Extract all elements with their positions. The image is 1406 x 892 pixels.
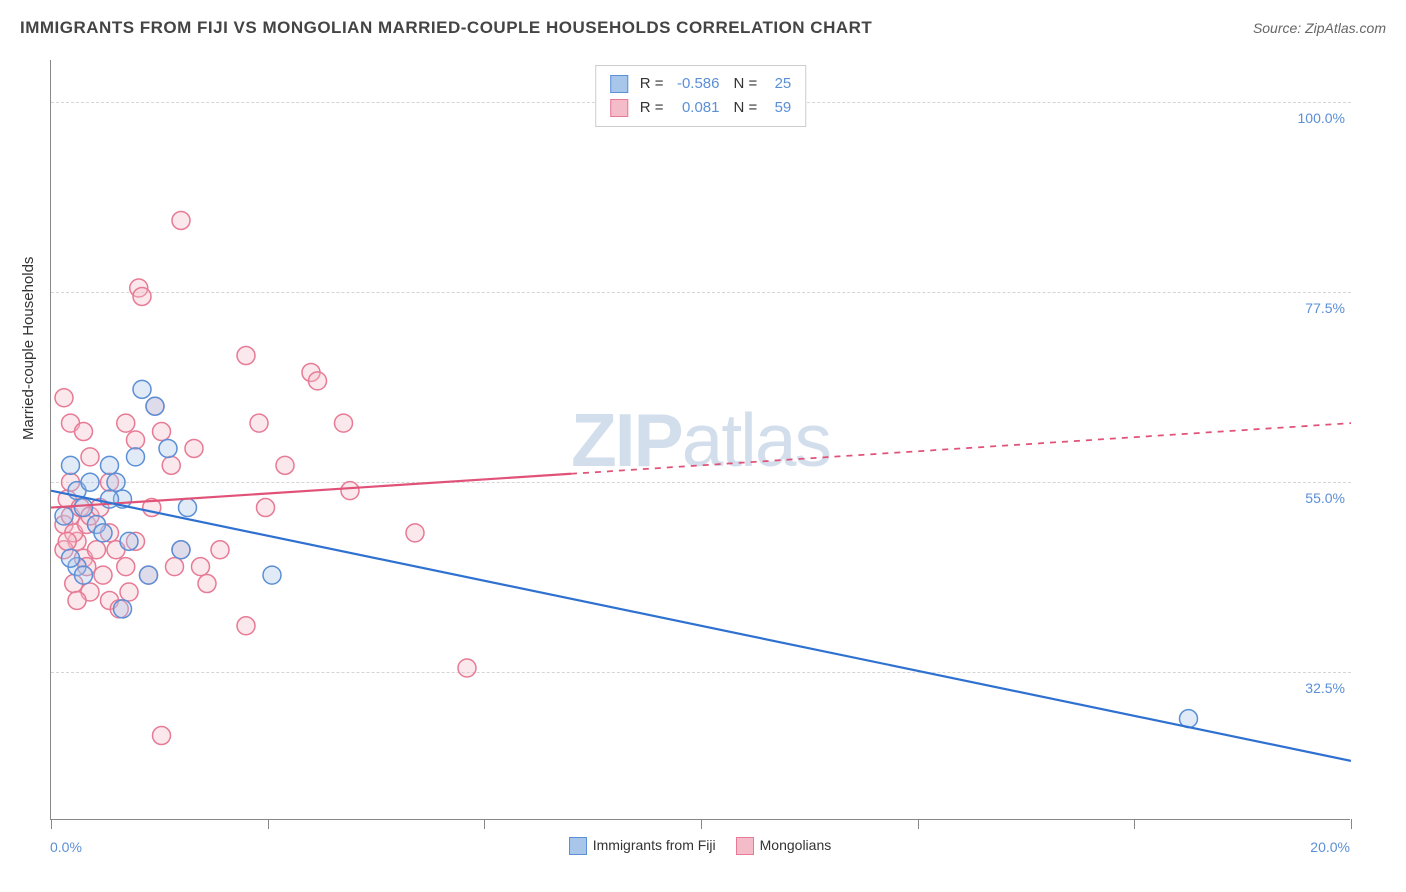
legend-swatch-fiji [569, 837, 587, 855]
data-point-mongolian [94, 566, 112, 584]
data-point-mongolian [257, 499, 275, 517]
regression-line-extrapolated-mongolian [571, 423, 1351, 474]
chart-header: IMMIGRANTS FROM FIJI VS MONGOLIAN MARRIE… [20, 18, 1386, 38]
source-name: ZipAtlas.com [1305, 20, 1386, 36]
data-point-mongolian [276, 456, 294, 474]
data-point-mongolian [237, 617, 255, 635]
legend-label-mongolian: Mongolians [760, 837, 832, 853]
data-point-fiji [179, 499, 197, 517]
legend-r-label: R = [640, 96, 664, 120]
data-point-mongolian [458, 659, 476, 677]
x-tick [268, 819, 269, 829]
data-point-mongolian [309, 372, 327, 390]
legend-row-mongolian: R = 0.081 N = 59 [610, 96, 792, 120]
data-point-mongolian [166, 558, 184, 576]
data-point-mongolian [58, 532, 76, 550]
data-point-fiji [81, 473, 99, 491]
legend-swatch-mongolian [736, 837, 754, 855]
data-point-mongolian [68, 591, 86, 609]
data-point-fiji [62, 456, 80, 474]
data-point-mongolian [406, 524, 424, 542]
data-point-fiji [55, 507, 73, 525]
legend-label-fiji: Immigrants from Fiji [593, 837, 716, 853]
data-point-mongolian [120, 583, 138, 601]
legend-item-fiji: Immigrants from Fiji [569, 837, 716, 855]
data-point-mongolian [117, 414, 135, 432]
legend-swatch-fiji [610, 75, 628, 93]
data-point-mongolian [172, 211, 190, 229]
plot-box: ZIPatlas R = -0.586 N = 25 R = 0.081 N =… [50, 60, 1350, 820]
data-point-fiji [94, 524, 112, 542]
data-point-mongolian [162, 456, 180, 474]
legend-swatch-mongolian [610, 99, 628, 117]
data-point-mongolian [335, 414, 353, 432]
legend-r-value-fiji: -0.586 [670, 72, 720, 96]
data-point-fiji [101, 490, 119, 508]
chart-area: ZIPatlas R = -0.586 N = 25 R = 0.081 N =… [50, 60, 1350, 820]
data-point-fiji [62, 549, 80, 567]
data-point-mongolian [117, 558, 135, 576]
x-tick [701, 819, 702, 829]
data-point-mongolian [211, 541, 229, 559]
legend-n-label: N = [734, 96, 758, 120]
data-point-mongolian [192, 558, 210, 576]
scatter-plot-svg [51, 60, 1351, 820]
legend-n-value-fiji: 25 [763, 72, 791, 96]
data-point-mongolian [237, 347, 255, 365]
data-point-mongolian [55, 389, 73, 407]
data-point-fiji [107, 473, 125, 491]
legend-r-value-mongolian: 0.081 [670, 96, 720, 120]
data-point-fiji [263, 566, 281, 584]
data-point-fiji [114, 600, 132, 618]
data-point-mongolian [185, 439, 203, 457]
regression-line-mongolian [51, 474, 571, 508]
data-point-mongolian [153, 727, 171, 745]
source-prefix: Source: [1253, 20, 1305, 36]
data-point-fiji [101, 456, 119, 474]
data-point-fiji [159, 439, 177, 457]
data-point-fiji [133, 380, 151, 398]
data-point-mongolian [341, 482, 359, 500]
legend-r-label: R = [640, 72, 664, 96]
data-point-fiji [127, 448, 145, 466]
x-tick [1351, 819, 1352, 829]
data-point-mongolian [250, 414, 268, 432]
data-point-fiji [172, 541, 190, 559]
correlation-legend: R = -0.586 N = 25 R = 0.081 N = 59 [595, 65, 807, 127]
data-point-fiji [120, 532, 138, 550]
data-point-mongolian [127, 431, 145, 449]
data-point-mongolian [81, 448, 99, 466]
data-point-fiji [140, 566, 158, 584]
legend-item-mongolian: Mongolians [736, 837, 832, 855]
x-tick [51, 819, 52, 829]
data-point-fiji [146, 397, 164, 415]
data-point-mongolian [133, 287, 151, 305]
x-tick [918, 819, 919, 829]
y-axis-title: Married-couple Households [20, 257, 37, 440]
x-tick [484, 819, 485, 829]
data-point-mongolian [198, 575, 216, 593]
data-point-mongolian [153, 423, 171, 441]
legend-n-label: N = [734, 72, 758, 96]
legend-row-fiji: R = -0.586 N = 25 [610, 72, 792, 96]
x-tick [1134, 819, 1135, 829]
legend-n-value-mongolian: 59 [763, 96, 791, 120]
data-point-fiji [75, 566, 93, 584]
data-point-mongolian [88, 541, 106, 559]
series-legend: Immigrants from Fiji Mongolians [50, 837, 1350, 855]
chart-title: IMMIGRANTS FROM FIJI VS MONGOLIAN MARRIE… [20, 18, 872, 38]
data-point-fiji [75, 499, 93, 517]
source-attribution: Source: ZipAtlas.com [1253, 20, 1386, 36]
data-point-mongolian [75, 423, 93, 441]
